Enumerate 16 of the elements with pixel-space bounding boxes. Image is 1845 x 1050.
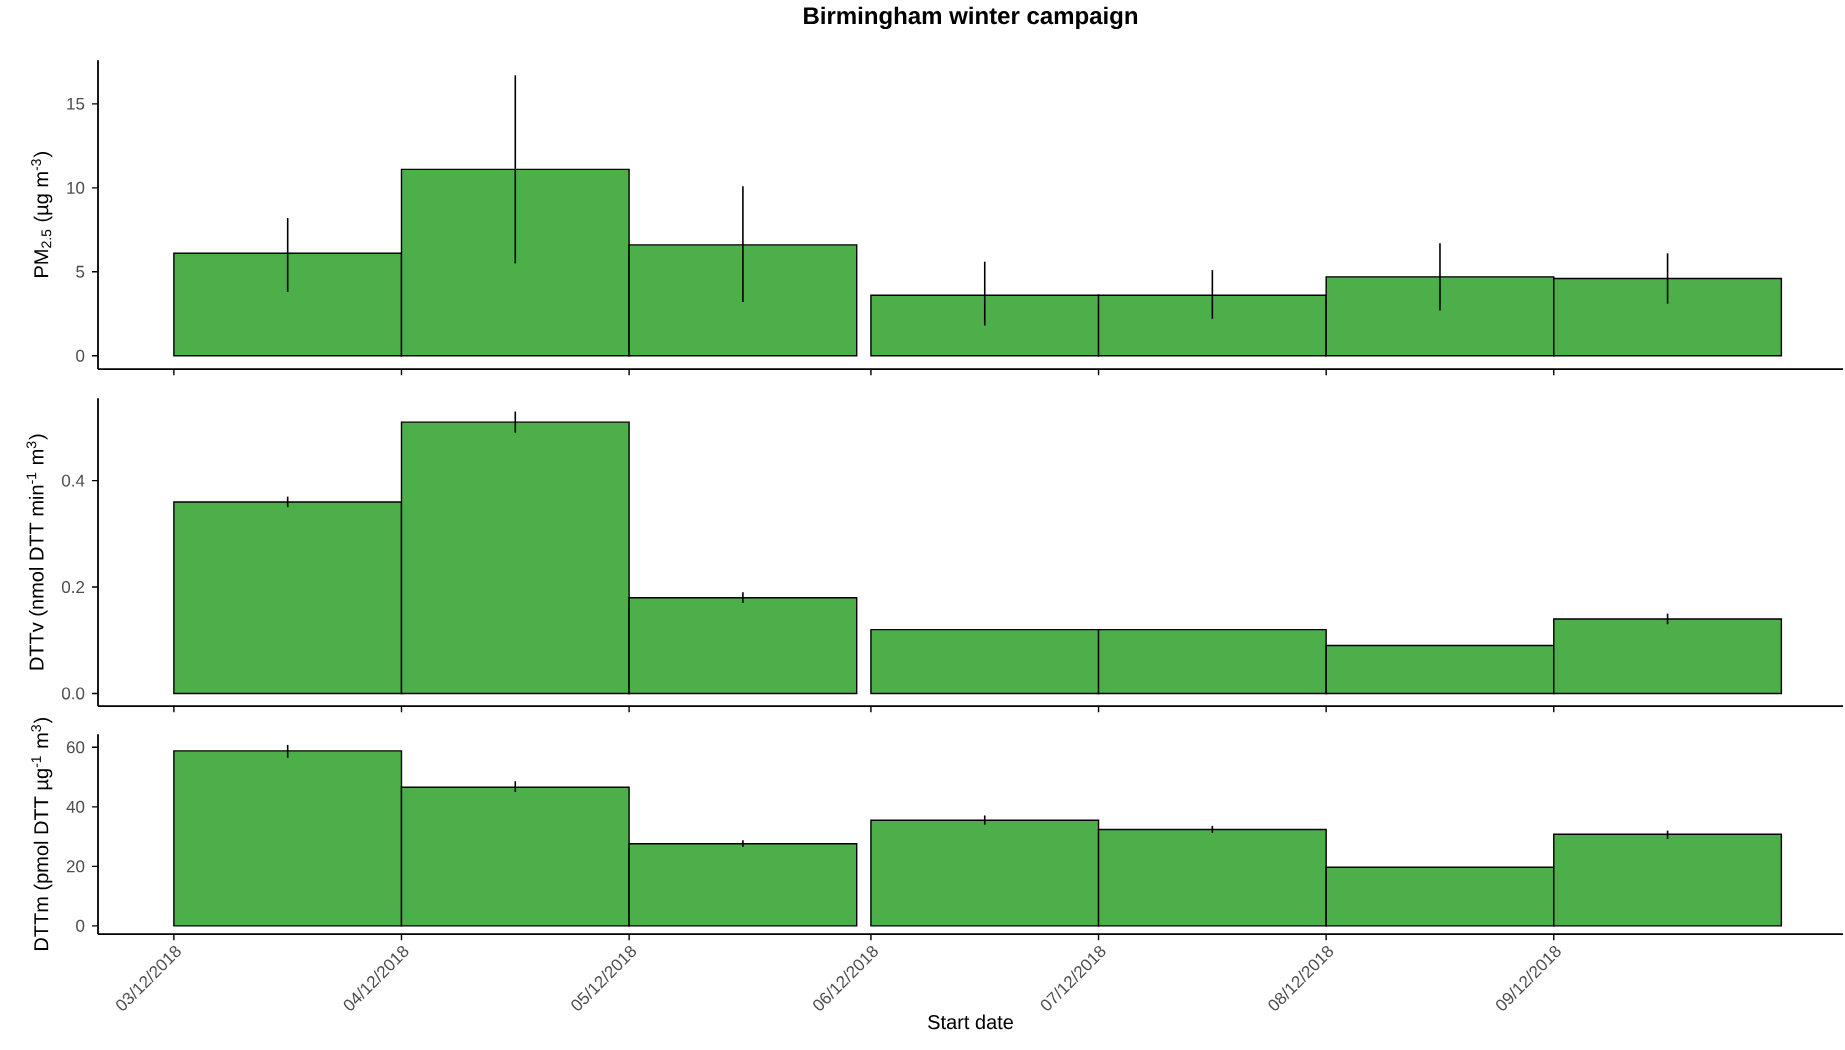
y-tick-label: 0.4 [61,474,85,487]
y-tick-label: 15 [67,97,85,110]
y-tick-label: 0.0 [61,687,85,700]
y-axis-title: DTTm (pmol DTT µg$^{-1}$ m$^{3}$) [31,717,53,950]
y-tick-label: 40 [66,800,85,813]
x-axis-title: Start date [928,1014,1013,1030]
y-tick-label: 0 [76,919,85,932]
y-tick-label: 0 [76,349,85,362]
y-tick-label: 60 [66,741,85,754]
chart-title: Birmingham winter campaign [804,6,1138,30]
y-tick-label: 10 [67,181,85,194]
y-tick-label: 20 [66,860,85,873]
y-tick-label: 5 [76,265,85,278]
y-axis-title: DTTv (nmol DTT min$^{-1}$ m$^{3}$) [26,434,48,670]
y-axis-title: PM$_{2.5}$ (µg m$^{-3}$) [31,152,53,277]
y-tick-label: 0.2 [61,580,85,593]
